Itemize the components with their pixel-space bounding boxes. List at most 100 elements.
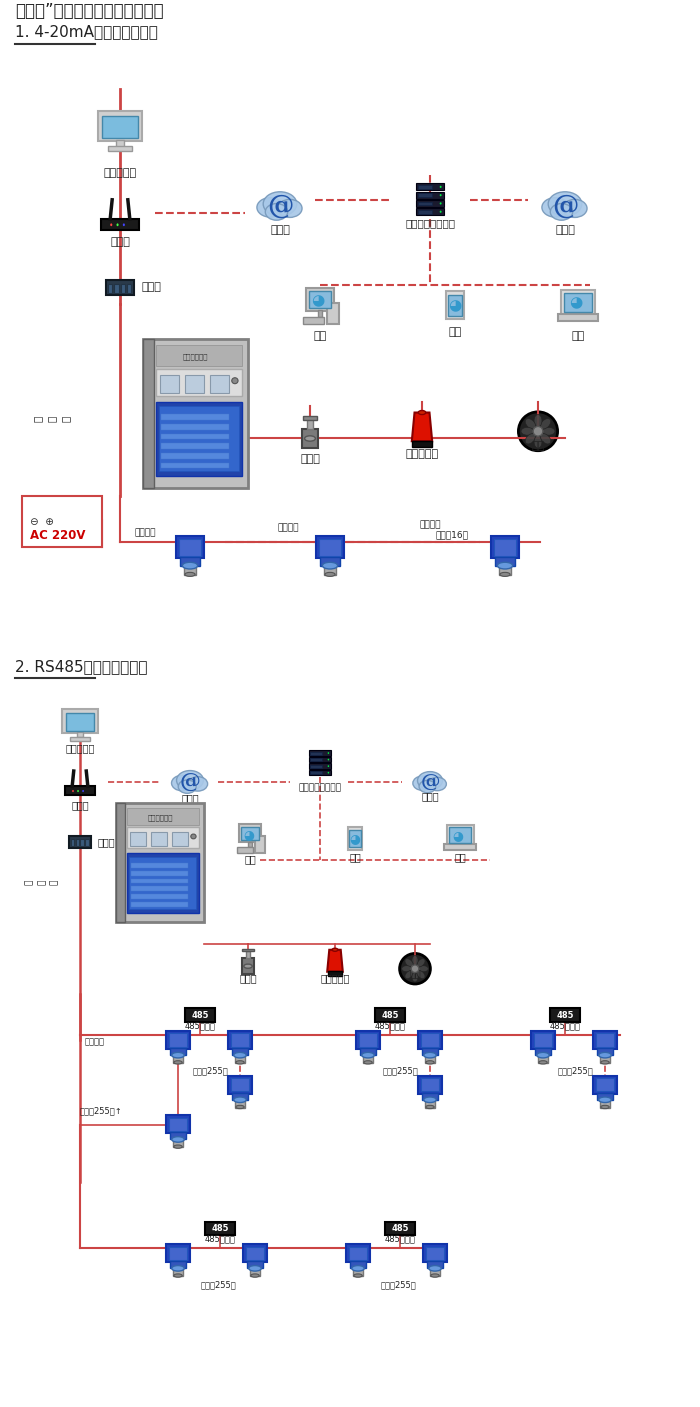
Ellipse shape xyxy=(424,1097,436,1103)
Text: ◕: ◕ xyxy=(349,833,360,846)
Ellipse shape xyxy=(440,211,442,212)
Text: 信号输出: 信号输出 xyxy=(277,523,299,532)
Bar xyxy=(235,1054,245,1062)
Bar xyxy=(241,827,259,840)
Ellipse shape xyxy=(362,1052,375,1058)
Bar xyxy=(424,1244,447,1262)
Ellipse shape xyxy=(411,965,419,972)
Bar xyxy=(77,732,83,737)
Bar xyxy=(495,557,515,566)
Bar xyxy=(22,495,102,547)
Ellipse shape xyxy=(188,777,208,791)
Bar xyxy=(447,825,473,844)
Bar xyxy=(155,369,242,395)
Bar xyxy=(564,293,592,312)
Polygon shape xyxy=(412,412,432,442)
Bar xyxy=(169,1262,186,1268)
Bar xyxy=(359,1034,377,1047)
Bar xyxy=(349,1262,366,1268)
Bar xyxy=(172,832,188,846)
Text: 电磁阀: 电磁阀 xyxy=(239,974,257,983)
Bar xyxy=(143,339,248,488)
Bar xyxy=(231,1034,249,1047)
Ellipse shape xyxy=(405,971,413,979)
Text: 转换器: 转换器 xyxy=(98,837,116,847)
Bar xyxy=(309,770,331,775)
Bar xyxy=(108,146,132,151)
Text: @: @ xyxy=(180,772,200,792)
Bar xyxy=(155,401,242,476)
Bar xyxy=(309,757,331,763)
Ellipse shape xyxy=(440,194,442,196)
Bar xyxy=(143,339,153,488)
Bar xyxy=(127,808,199,825)
Bar xyxy=(310,751,322,754)
Text: 路由器: 路由器 xyxy=(71,801,89,810)
Ellipse shape xyxy=(328,758,329,761)
Bar xyxy=(173,1268,183,1276)
Ellipse shape xyxy=(533,426,543,436)
Bar xyxy=(416,208,444,215)
Ellipse shape xyxy=(416,971,425,979)
Bar xyxy=(228,1031,252,1050)
Bar xyxy=(179,539,201,556)
Ellipse shape xyxy=(172,1265,184,1271)
Ellipse shape xyxy=(304,436,316,442)
Bar xyxy=(62,709,97,733)
Text: 终端: 终端 xyxy=(454,853,466,862)
Ellipse shape xyxy=(244,964,252,968)
Ellipse shape xyxy=(540,433,551,445)
Ellipse shape xyxy=(426,1061,434,1064)
Bar xyxy=(561,290,595,314)
Text: 可连接255台: 可连接255台 xyxy=(380,1280,416,1289)
Ellipse shape xyxy=(172,1052,184,1058)
Ellipse shape xyxy=(277,200,302,218)
Ellipse shape xyxy=(402,965,412,972)
Ellipse shape xyxy=(519,412,558,450)
Bar xyxy=(306,288,335,311)
Bar xyxy=(169,1034,187,1047)
Ellipse shape xyxy=(405,958,413,967)
Bar xyxy=(161,414,229,421)
Text: 单机版电脑: 单机版电脑 xyxy=(65,743,94,754)
Bar xyxy=(494,539,516,556)
Bar xyxy=(127,284,131,293)
Text: 安哈尔网络服务器: 安哈尔网络服务器 xyxy=(405,218,455,228)
Bar xyxy=(131,871,188,875)
Bar xyxy=(309,750,331,756)
Text: 485中继器: 485中继器 xyxy=(384,1234,415,1244)
Text: 可连接255台: 可连接255台 xyxy=(382,1067,418,1076)
Bar xyxy=(246,1247,264,1261)
Bar xyxy=(600,1099,610,1107)
Ellipse shape xyxy=(234,1097,246,1103)
Ellipse shape xyxy=(354,1273,362,1278)
Bar xyxy=(448,295,462,317)
Bar xyxy=(309,764,331,768)
Bar xyxy=(155,345,242,366)
Bar xyxy=(418,201,433,205)
Ellipse shape xyxy=(77,789,79,792)
Bar xyxy=(426,1262,443,1268)
Ellipse shape xyxy=(251,1273,259,1278)
Bar xyxy=(161,463,229,469)
Ellipse shape xyxy=(601,1106,609,1109)
Text: 电磁阀: 电磁阀 xyxy=(300,454,320,464)
Bar xyxy=(101,219,139,229)
Bar xyxy=(593,1075,617,1093)
Text: 安哈尔网络服务器: 安哈尔网络服务器 xyxy=(298,784,342,792)
Ellipse shape xyxy=(257,197,284,217)
Text: 转换器: 转换器 xyxy=(142,283,162,293)
Bar xyxy=(184,564,196,575)
Ellipse shape xyxy=(548,191,582,217)
Text: 485中继器: 485中继器 xyxy=(550,1021,580,1030)
Bar xyxy=(531,1031,555,1050)
Bar xyxy=(159,407,239,471)
Bar xyxy=(131,864,188,868)
Text: 可连接255台: 可连接255台 xyxy=(557,1067,593,1076)
Bar xyxy=(374,1009,405,1023)
Ellipse shape xyxy=(440,186,442,189)
Bar xyxy=(130,857,196,909)
Ellipse shape xyxy=(236,1106,244,1109)
Text: 互联网: 互联网 xyxy=(181,794,199,803)
Bar xyxy=(173,1054,183,1062)
